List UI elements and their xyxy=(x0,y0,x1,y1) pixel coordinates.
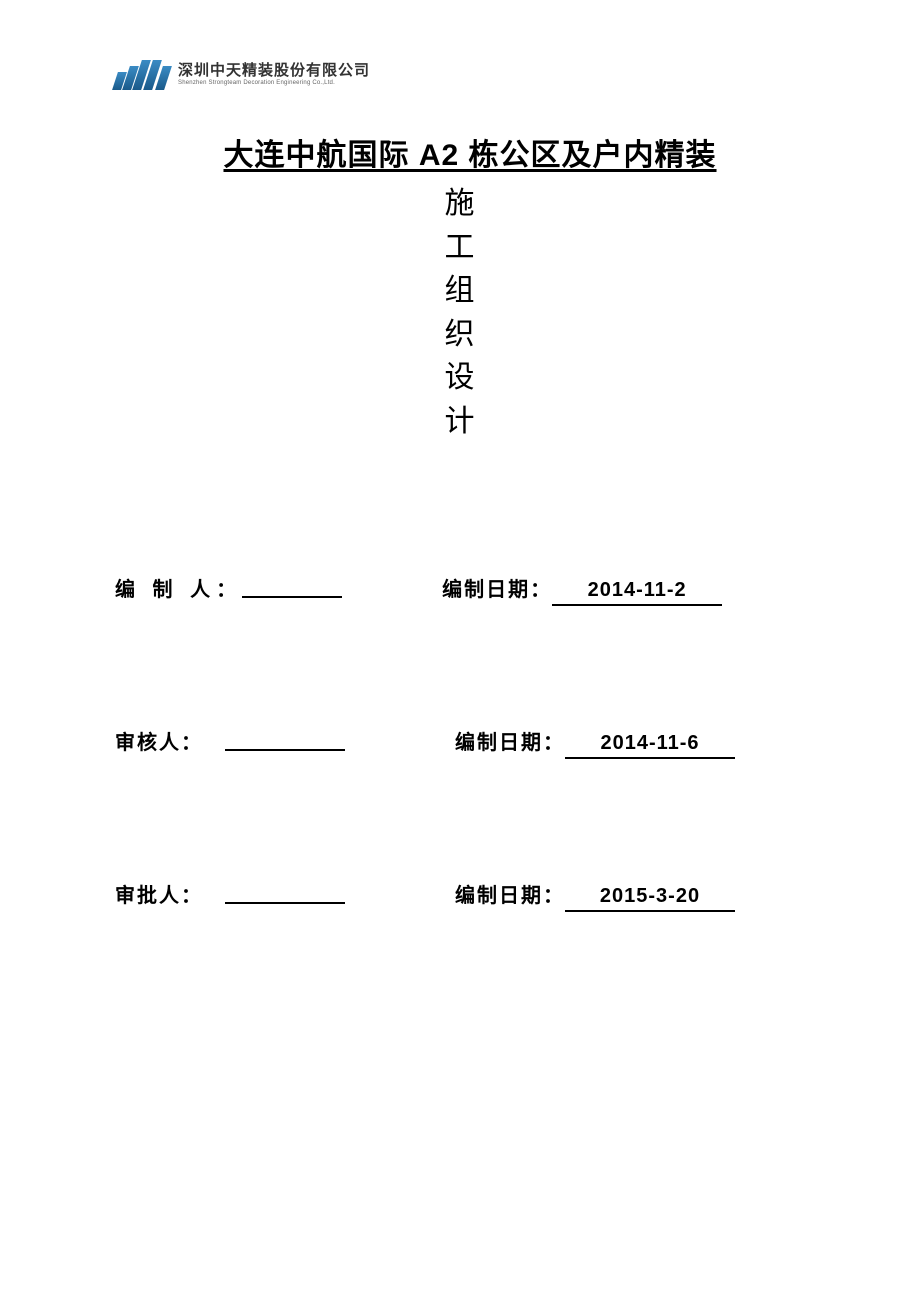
subtitle-char: 组 xyxy=(110,269,810,313)
reviewer-label: 审核人： xyxy=(115,726,225,755)
approve-date-value: 2015-3-20 xyxy=(565,885,735,912)
company-logo: 深圳中天精装股份有限公司 Shenzhen Strongteam Decorat… xyxy=(115,60,810,90)
document-subtitle-vertical: 施 工 组 织 设 计 xyxy=(110,182,810,443)
logo-company-name-en: Shenzhen Strongteam Decoration Engineeri… xyxy=(178,80,370,87)
logo-mark-icon xyxy=(115,60,168,90)
approver-label: 审批人： xyxy=(115,879,225,908)
document-title: 大连中航国际 A2 栋公区及户内精装 xyxy=(170,130,770,174)
approver-blank xyxy=(225,884,345,904)
subtitle-char: 施 xyxy=(110,182,810,226)
approve-date-label: 编制日期： xyxy=(455,879,565,908)
form-row-approver: 审批人： 编制日期： 2015-3-20 xyxy=(115,879,810,912)
subtitle-char: 设 xyxy=(110,356,810,400)
compile-date-label: 编制日期： xyxy=(442,573,552,602)
logo-company-name-cn: 深圳中天精装股份有限公司 xyxy=(178,63,370,80)
review-date-label: 编制日期： xyxy=(455,726,565,755)
form-row-compiler: 编 制 人： 编制日期： 2014-11-2 xyxy=(115,573,810,606)
review-date-value: 2014-11-6 xyxy=(565,732,735,759)
compile-date-value: 2014-11-2 xyxy=(552,579,722,606)
form-row-reviewer: 审核人： 编制日期： 2014-11-6 xyxy=(115,726,810,759)
subtitle-char: 计 xyxy=(110,400,810,444)
signature-form: 编 制 人： 编制日期： 2014-11-2 审核人： 编制日期： 2014-1… xyxy=(110,573,810,912)
subtitle-char: 工 xyxy=(110,226,810,270)
subtitle-char: 织 xyxy=(110,313,810,357)
reviewer-blank xyxy=(225,731,345,751)
compiler-label: 编 制 人： xyxy=(115,573,242,602)
compiler-blank xyxy=(242,578,342,598)
